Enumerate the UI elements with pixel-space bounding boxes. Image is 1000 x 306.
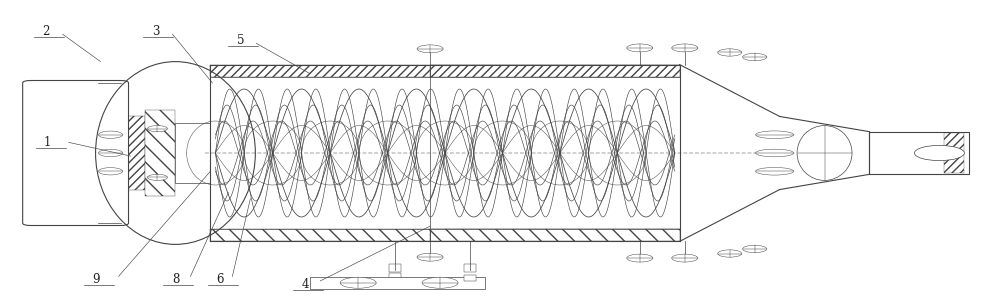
Text: 8: 8 <box>172 273 179 286</box>
Bar <box>389 273 401 281</box>
Circle shape <box>718 250 742 257</box>
Bar <box>869 132 969 174</box>
Ellipse shape <box>756 167 794 175</box>
Bar <box>389 264 401 272</box>
Circle shape <box>99 149 123 157</box>
Text: 6: 6 <box>217 273 224 286</box>
Ellipse shape <box>756 131 794 139</box>
Circle shape <box>743 53 767 61</box>
Text: 2: 2 <box>42 25 49 38</box>
Ellipse shape <box>797 125 852 181</box>
Circle shape <box>627 44 653 52</box>
Bar <box>210 65 680 77</box>
Circle shape <box>718 49 742 56</box>
Bar <box>430 65 680 77</box>
Circle shape <box>99 168 123 175</box>
Bar <box>175 122 210 184</box>
Text: 1: 1 <box>44 136 51 149</box>
Text: 9: 9 <box>92 273 99 286</box>
Bar <box>944 133 964 173</box>
Circle shape <box>147 174 167 181</box>
Bar <box>36 205 116 222</box>
Circle shape <box>672 44 698 52</box>
Bar <box>210 229 680 241</box>
Circle shape <box>627 254 653 262</box>
Circle shape <box>99 131 123 138</box>
Text: 3: 3 <box>152 25 159 38</box>
Bar <box>36 84 116 101</box>
Circle shape <box>417 45 443 53</box>
Bar <box>464 264 476 272</box>
Circle shape <box>340 277 376 288</box>
Circle shape <box>743 245 767 253</box>
Circle shape <box>147 125 167 132</box>
Bar <box>145 110 175 196</box>
Circle shape <box>672 254 698 262</box>
Circle shape <box>914 145 964 161</box>
Text: 5: 5 <box>237 34 244 47</box>
Circle shape <box>422 277 458 288</box>
Circle shape <box>417 253 443 261</box>
Bar <box>121 117 145 189</box>
Bar <box>464 275 476 281</box>
Bar <box>121 141 139 165</box>
Ellipse shape <box>756 149 794 157</box>
Text: 4: 4 <box>302 278 309 291</box>
FancyBboxPatch shape <box>23 80 129 226</box>
Bar <box>310 277 485 289</box>
Bar <box>430 229 680 241</box>
